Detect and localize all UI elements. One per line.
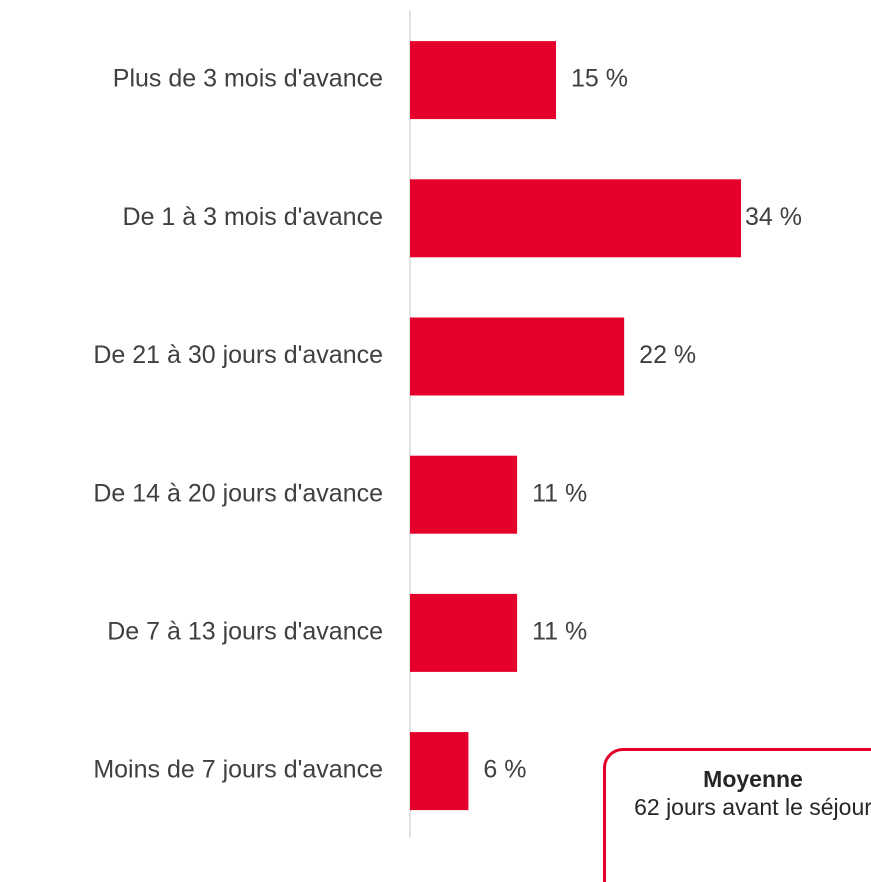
bar <box>410 41 557 120</box>
annotation-box: Moyenne 62 jours avant le séjour <box>603 748 871 882</box>
value-label: 11 % <box>532 618 587 646</box>
category-label: Plus de 3 mois d'avance <box>113 65 383 93</box>
bar <box>410 317 625 396</box>
bar <box>410 593 518 672</box>
bar <box>410 179 741 258</box>
value-label: 34 % <box>745 203 802 231</box>
value-label: 6 % <box>483 756 526 784</box>
annotation-title: Moyenne <box>703 766 803 792</box>
category-label: Moins de 7 jours d'avance <box>93 756 383 784</box>
category-label: De 7 à 13 jours d'avance <box>107 618 383 646</box>
annotation-text: 62 jours avant le séjour <box>634 794 871 820</box>
value-label: 22 % <box>639 341 696 369</box>
value-label: 15 % <box>571 65 628 93</box>
category-label: De 21 à 30 jours d'avance <box>93 341 383 369</box>
bar <box>410 455 518 534</box>
category-label: De 1 à 3 mois d'avance <box>123 203 383 231</box>
bar <box>410 732 469 811</box>
category-label: De 14 à 20 jours d'avance <box>93 479 383 507</box>
value-label: 11 % <box>532 479 587 507</box>
